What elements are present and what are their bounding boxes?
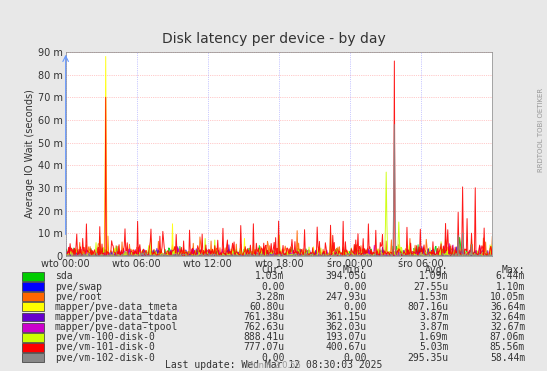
Text: 32.67m: 32.67m bbox=[490, 322, 525, 332]
Text: 1.10m: 1.10m bbox=[496, 282, 525, 292]
Text: 0.00: 0.00 bbox=[261, 282, 284, 292]
Text: pve/root: pve/root bbox=[55, 292, 102, 302]
Text: 362.03u: 362.03u bbox=[325, 322, 366, 332]
Text: 3.87m: 3.87m bbox=[419, 312, 449, 322]
Text: 0.00: 0.00 bbox=[343, 302, 366, 312]
Bar bbox=[22, 312, 44, 321]
Text: 761.38u: 761.38u bbox=[243, 312, 284, 322]
Text: 10.05m: 10.05m bbox=[490, 292, 525, 302]
Text: 36.64m: 36.64m bbox=[490, 302, 525, 312]
Text: pve/vm-102-disk-0: pve/vm-102-disk-0 bbox=[55, 352, 155, 362]
Text: 0.00: 0.00 bbox=[261, 352, 284, 362]
Text: 394.05u: 394.05u bbox=[325, 272, 366, 281]
Text: Max:: Max: bbox=[502, 265, 525, 275]
Text: 1.03m: 1.03m bbox=[255, 272, 284, 281]
Text: 1.09m: 1.09m bbox=[419, 272, 449, 281]
Text: 87.06m: 87.06m bbox=[490, 332, 525, 342]
Text: 247.93u: 247.93u bbox=[325, 292, 366, 302]
Text: 888.41u: 888.41u bbox=[243, 332, 284, 342]
Text: 0.00: 0.00 bbox=[343, 282, 366, 292]
Text: 32.64m: 32.64m bbox=[490, 312, 525, 322]
Text: Munin 2.0.56: Munin 2.0.56 bbox=[246, 361, 301, 370]
Bar bbox=[22, 333, 44, 342]
Bar bbox=[22, 343, 44, 352]
Text: pve/swap: pve/swap bbox=[55, 282, 102, 292]
Bar bbox=[22, 323, 44, 332]
Bar bbox=[22, 353, 44, 362]
Text: 1.69m: 1.69m bbox=[419, 332, 449, 342]
Text: Disk latency per device - by day: Disk latency per device - by day bbox=[161, 32, 386, 46]
Text: 807.16u: 807.16u bbox=[408, 302, 449, 312]
Text: 193.07u: 193.07u bbox=[325, 332, 366, 342]
Text: Min:: Min: bbox=[343, 265, 366, 275]
Text: sda: sda bbox=[55, 272, 72, 281]
Text: RRDTOOL TOBI OETIKER: RRDTOOL TOBI OETIKER bbox=[538, 88, 544, 172]
Text: Cur:: Cur: bbox=[261, 265, 284, 275]
Text: 60.80u: 60.80u bbox=[249, 302, 284, 312]
Text: Last update: Wed Mar 12 08:30:03 2025: Last update: Wed Mar 12 08:30:03 2025 bbox=[165, 361, 382, 370]
Text: 400.67u: 400.67u bbox=[325, 342, 366, 352]
Bar bbox=[22, 282, 44, 291]
Text: mapper/pve-data-tpool: mapper/pve-data-tpool bbox=[55, 322, 178, 332]
Text: mapper/pve-data_tdata: mapper/pve-data_tdata bbox=[55, 312, 178, 322]
Text: 762.63u: 762.63u bbox=[243, 322, 284, 332]
Text: 5.03m: 5.03m bbox=[419, 342, 449, 352]
Text: mapper/pve-data_tmeta: mapper/pve-data_tmeta bbox=[55, 301, 178, 312]
Text: 3.87m: 3.87m bbox=[419, 322, 449, 332]
Y-axis label: Average IO Wait (seconds): Average IO Wait (seconds) bbox=[25, 89, 35, 219]
Bar bbox=[22, 272, 44, 281]
Text: 3.28m: 3.28m bbox=[255, 292, 284, 302]
Text: pve/vm-100-disk-0: pve/vm-100-disk-0 bbox=[55, 332, 155, 342]
Text: 777.07u: 777.07u bbox=[243, 342, 284, 352]
Text: 361.15u: 361.15u bbox=[325, 312, 366, 322]
Bar bbox=[22, 292, 44, 301]
Text: 85.56m: 85.56m bbox=[490, 342, 525, 352]
Text: 0.00: 0.00 bbox=[343, 352, 366, 362]
Text: 27.55u: 27.55u bbox=[414, 282, 449, 292]
Text: 6.44m: 6.44m bbox=[496, 272, 525, 281]
Text: pve/vm-101-disk-0: pve/vm-101-disk-0 bbox=[55, 342, 155, 352]
Text: 58.44m: 58.44m bbox=[490, 352, 525, 362]
Bar bbox=[22, 302, 44, 311]
Text: Avg:: Avg: bbox=[425, 265, 449, 275]
Text: 1.53m: 1.53m bbox=[419, 292, 449, 302]
Text: 295.35u: 295.35u bbox=[408, 352, 449, 362]
